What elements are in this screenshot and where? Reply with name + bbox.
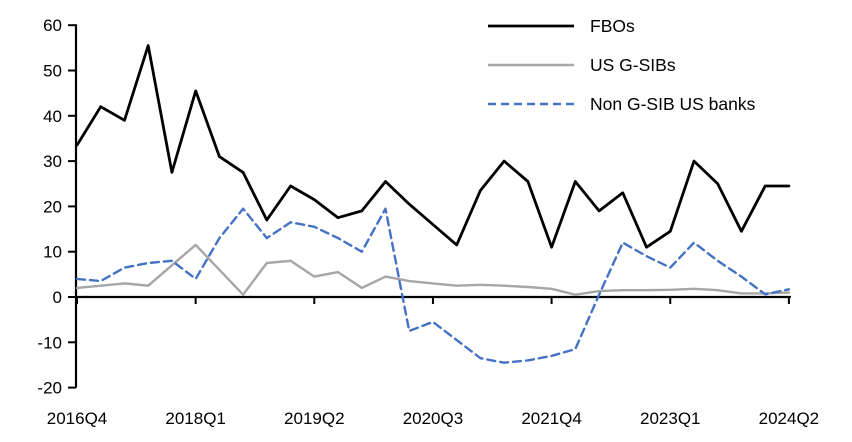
series-lines — [75, 44, 791, 364]
x-tick-label: 2024Q2 — [759, 409, 820, 428]
y-tick-label: 10 — [43, 243, 62, 262]
series-line-us-g-sibs — [75, 243, 791, 296]
x-tick-label: 2019Q2 — [284, 409, 345, 428]
y-tick-label: 60 — [43, 16, 62, 35]
series-line-non-g-sib-us-banks — [75, 207, 791, 364]
legend-label: Non G-SIB US banks — [590, 94, 756, 114]
y-tick-label: 20 — [43, 197, 62, 216]
y-tick-label: 40 — [43, 107, 62, 126]
y-tick-label: 50 — [43, 62, 62, 81]
x-tick-label: 2018Q1 — [165, 409, 226, 428]
y-tick-label: 30 — [43, 152, 62, 171]
x-tick-label: 2016Q4 — [47, 409, 108, 428]
y-tick-label: -20 — [37, 379, 62, 398]
series-line-fbos — [75, 44, 791, 249]
x-tick-label: 2023Q1 — [640, 409, 701, 428]
y-tick-label: 0 — [53, 288, 62, 307]
legend-label: FBOs — [590, 16, 635, 36]
x-axis: 2016Q4 2018Q1 2019Q2 2020Q3 2021Q4 2023Q1 2024… — [47, 295, 820, 428]
x-tick-label: 2021Q4 — [521, 409, 582, 428]
y-axis: 60 50 40 30 20 10 0 -10 -20 — [37, 16, 78, 398]
x-tick-label: 2020Q3 — [403, 409, 464, 428]
legend: FBOs US G-SIBs Non G-SIB US banks — [488, 16, 756, 114]
legend-label: US G-SIBs — [590, 55, 676, 75]
y-tick-label: -10 — [37, 333, 62, 352]
